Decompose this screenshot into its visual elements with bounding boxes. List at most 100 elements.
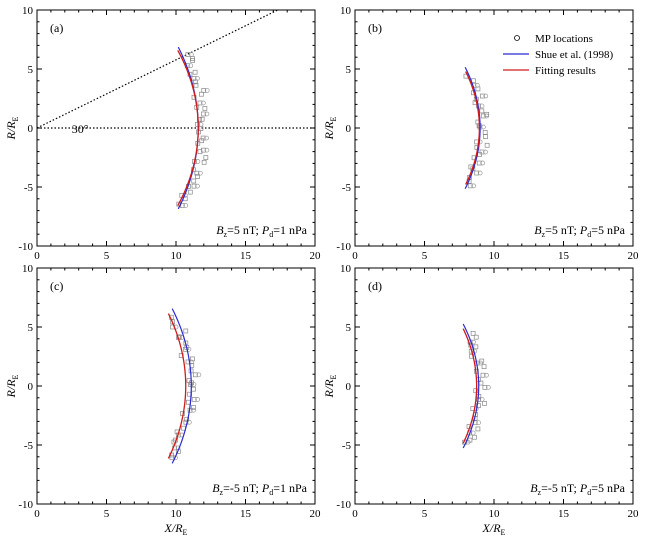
- y-tick-label: 10: [340, 5, 352, 17]
- y-tick-label: -10: [18, 499, 33, 511]
- mp-location-marker: [481, 364, 487, 370]
- shue-curve: [464, 67, 481, 189]
- mp-location-marker: [203, 155, 209, 160]
- mp-location-marker: [476, 420, 481, 426]
- condition-annotation: Bz=5 nT; Pd=1 nPa: [216, 223, 307, 239]
- mp-location-marker: [479, 397, 485, 402]
- y-tick-label: 10: [340, 263, 352, 275]
- shue-curve: [462, 323, 480, 449]
- x-tick-label: 15: [558, 508, 570, 520]
- mp-location-marker: [480, 372, 486, 378]
- mp-location-marker: [486, 385, 491, 390]
- mp-location-marker: [473, 344, 479, 350]
- panel-b: 0 5 10 15 20 -10 -5 0 5 10 R/RE (b) Bz=5 nT; Pd=5 nP…: [322, 5, 639, 262]
- x-tick-label: 15: [558, 250, 570, 262]
- y-axis-label: R/RE: [322, 116, 338, 140]
- mp-location-marker: [475, 426, 481, 432]
- y-axis-label: R/RE: [322, 374, 338, 398]
- mp-location-marker: [188, 63, 194, 69]
- legend-label: Fitting results: [535, 65, 596, 77]
- x-tick-label: 10: [171, 508, 183, 520]
- y-tick-label: -5: [24, 440, 34, 452]
- mp-location-marker: [479, 149, 485, 155]
- mp-location-marker: [483, 93, 489, 99]
- panel-label: (b): [368, 21, 382, 35]
- x-tick-label: 0: [352, 508, 358, 520]
- mp-location-marker: [194, 170, 200, 176]
- y-tick-label: -5: [342, 440, 352, 452]
- angle-dotted-line: [37, 10, 280, 129]
- x-tick-label: 5: [422, 250, 428, 262]
- mp-location-marker: [184, 416, 190, 422]
- legend: MP locations Shue et al. (1998) Fitting re…: [503, 33, 614, 77]
- mp-location-marker: [467, 183, 473, 189]
- mp-location-marker: [185, 52, 191, 57]
- x-tick-label: 15: [240, 508, 252, 520]
- legend-label: MP locations: [535, 33, 593, 45]
- x-tick-label: 0: [34, 508, 40, 520]
- mp-location-marker: [201, 88, 207, 93]
- mp-location-marker: [197, 149, 203, 155]
- y-tick-label: -10: [18, 241, 33, 253]
- plot-frame: [354, 9, 634, 247]
- fitting-curve: [465, 71, 481, 185]
- mp-location-marker: [201, 111, 206, 117]
- mp-location-marker: [192, 79, 198, 85]
- mp-location-marker: [480, 160, 486, 166]
- mp-location-marker: [201, 159, 207, 165]
- fitting-curve: [177, 50, 199, 206]
- mp-location-marker: [473, 388, 479, 394]
- shue-curve: [171, 308, 192, 464]
- mp-location-marker: [191, 397, 197, 402]
- mp-location-marker: [475, 86, 481, 92]
- mp-location-marker: [470, 430, 476, 436]
- mp-location-marker: [204, 135, 209, 141]
- mp-location-marker: [204, 147, 210, 153]
- angle-label: 30°: [72, 122, 89, 136]
- mp-location-marker: [473, 334, 479, 340]
- mp-location-marker: [195, 183, 200, 189]
- x-tick-label: 0: [352, 250, 358, 262]
- y-tick-label: -10: [336, 499, 351, 511]
- condition-annotation: Bz=5 nT; Pd=5 nPa: [534, 223, 625, 239]
- mp-location-marker: [193, 82, 199, 88]
- mp-location-marker: [479, 358, 485, 364]
- mp-location-marker: [190, 356, 195, 362]
- mp-location-marker: [472, 434, 477, 440]
- mp-location-marker: [479, 108, 485, 114]
- plot-frame: [36, 267, 316, 505]
- condition-annotation: Bz=-5 nT; Pd=5 nPa: [530, 481, 625, 497]
- mp-location-marker: [183, 419, 189, 425]
- y-tick-label: 0: [346, 123, 352, 135]
- x-tick-label: 20: [310, 508, 322, 520]
- x-tick-label: 10: [489, 508, 501, 520]
- panel-d: 0 5 10 15 20 -10 -5 0 5 10 R/RE X/RE (d) Bz=-5 nT; Pd…: [322, 263, 639, 537]
- mp-location-marker: [471, 183, 477, 189]
- mp-location-marker: [483, 134, 488, 139]
- mp-location-marker: [195, 174, 200, 179]
- x-tick-label: 10: [171, 250, 183, 262]
- mp-location-marker: [169, 455, 175, 461]
- mp-location-marker: [191, 183, 197, 189]
- panel-label: (d): [368, 279, 382, 293]
- mp-location-marker: [191, 386, 196, 392]
- y-tick-label: 5: [28, 64, 34, 76]
- plot-frame: [354, 267, 634, 505]
- mp-location-marker: [474, 82, 480, 88]
- y-tick-label: 5: [346, 322, 352, 334]
- x-axis-label: X/RE: [164, 521, 188, 537]
- mp-location-marker: [183, 203, 189, 208]
- mp-location-marker: [202, 106, 208, 111]
- plot-area: [463, 67, 490, 189]
- mp-location-marker: [484, 111, 490, 117]
- panel-label: (a): [50, 21, 63, 35]
- x-tick-label: 15: [240, 250, 252, 262]
- y-axis-label: R/RE: [4, 374, 20, 398]
- mp-location-marker: [198, 122, 204, 127]
- mp-location-marker: [204, 88, 210, 93]
- mp-location-marker: [197, 100, 203, 106]
- mp-location-marker: [189, 52, 194, 57]
- y-tick-label: -5: [342, 182, 352, 194]
- mp-location-marker: [474, 170, 480, 176]
